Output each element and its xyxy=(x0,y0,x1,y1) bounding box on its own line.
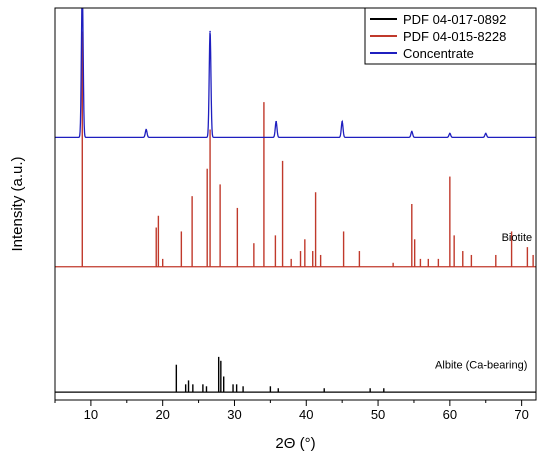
legend-label-pdf-04-015-8228: PDF 04-015-8228 xyxy=(403,29,506,44)
x-tick-label-50: 50 xyxy=(371,407,385,422)
x-axis-label: 2Θ (°) xyxy=(275,435,315,452)
peak-concentrate-7 xyxy=(484,132,487,135)
legend: PDF 04-017-0892 PDF 04-015-8228 Concentr… xyxy=(364,7,537,65)
annotation-biotite: Biotite xyxy=(502,232,533,244)
legend-label-concentrate: Concentrate xyxy=(403,46,474,61)
peak-concentrate-5 xyxy=(411,130,413,133)
y-axis-label: Intensity (a.u.) xyxy=(9,156,26,251)
x-axis: 10 20 30 40 50 60 70 xyxy=(54,400,529,422)
x-tick-label-70: 70 xyxy=(514,407,528,422)
series-layer xyxy=(55,8,536,393)
x-tick-label-10: 10 xyxy=(84,407,98,422)
legend-label-pdf-04-017-0892: PDF 04-017-0892 xyxy=(403,12,506,27)
peak-concentrate-6 xyxy=(449,132,451,135)
peak-concentrate-3 xyxy=(275,120,277,123)
peak-concentrate-2 xyxy=(209,30,211,33)
x-tick-label-40: 40 xyxy=(299,407,313,422)
line-concentrate xyxy=(55,8,536,139)
series-pdf-04-015-8228 xyxy=(55,31,536,268)
x-tick-label-60: 60 xyxy=(443,407,457,422)
peak-concentrate-4 xyxy=(341,120,343,123)
series-pdf-04-017-0892 xyxy=(55,356,536,393)
series-concentrate xyxy=(55,8,536,139)
x-tick-label-30: 30 xyxy=(227,407,241,422)
x-tick-label-20: 20 xyxy=(155,407,169,422)
peak-concentrate-1 xyxy=(145,128,147,131)
plot-frame xyxy=(54,7,537,401)
annotation-albite: Albite (Ca-bearing) xyxy=(435,360,527,372)
